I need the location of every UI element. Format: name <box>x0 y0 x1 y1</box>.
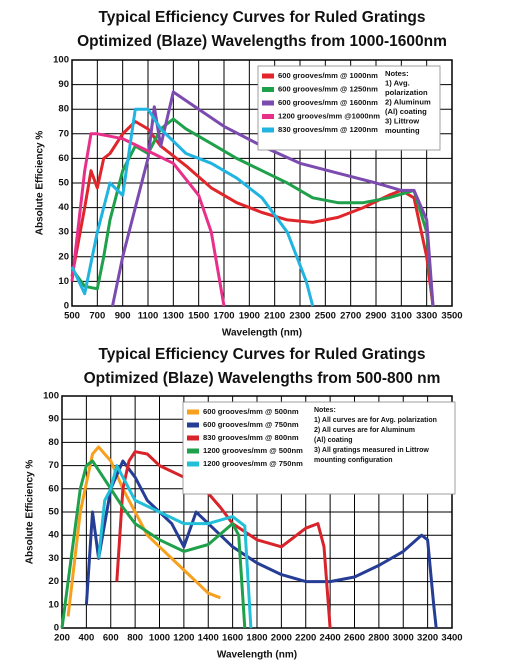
note: 1) All curves are for Avg. polarization <box>314 417 437 424</box>
x-tick-label: 1600 <box>222 633 243 644</box>
note: mounting configuration <box>314 457 393 464</box>
series-line <box>60 459 247 629</box>
series-line <box>115 450 332 629</box>
y-tick-label: 60 <box>48 483 59 494</box>
note: 2) All curves are for Aluminum <box>314 427 415 434</box>
series-line <box>70 120 435 307</box>
legend-label: 600 grooves/mm @ 1000nm <box>278 71 378 80</box>
y-tick-label: 30 <box>58 227 69 238</box>
legend-box <box>257 65 441 151</box>
x-axis-title: Wavelength (nm) <box>217 650 297 661</box>
x-tick-label: 500 <box>64 311 80 322</box>
note: 3) Littrow <box>385 117 419 126</box>
x-axis-title: Wavelength (nm) <box>222 328 302 339</box>
x-tick-label: 3100 <box>391 311 412 322</box>
x-tick-label: 2400 <box>320 633 341 644</box>
chart-subtitle: Optimized (Blaze) Wavelengths from 500-8… <box>84 370 441 387</box>
y-tick-label: 90 <box>48 414 59 425</box>
x-tick-label: 1900 <box>239 311 260 322</box>
x-tick-label: 1500 <box>188 311 209 322</box>
legend-label: 830 grooves/mm @ 1200nm <box>278 125 378 134</box>
y-tick-label: 10 <box>48 599 59 610</box>
x-tick-label: 2600 <box>344 633 365 644</box>
note: 3) All gratings measured in Littrow <box>314 447 429 454</box>
series-line <box>97 464 253 629</box>
y-tick-label: 40 <box>48 530 59 541</box>
y-tick-label: 50 <box>48 507 59 518</box>
x-tick-label: 1100 <box>138 311 159 322</box>
x-tick-label: 1000 <box>149 633 170 644</box>
series-line <box>111 90 435 307</box>
y-tick-label: 10 <box>58 276 69 287</box>
y-tick-label: 90 <box>58 79 69 90</box>
x-tick-label: 2300 <box>289 311 310 322</box>
note: Notes: <box>385 69 409 78</box>
note: (Al) coating <box>385 107 427 116</box>
legend-label: 1200 grooves/mm @ 500nm <box>203 446 303 455</box>
x-tick-label: 3200 <box>417 633 438 644</box>
x-tick-label: 3400 <box>441 633 462 644</box>
x-tick-label: 700 <box>89 311 105 322</box>
y-tick-label: 40 <box>58 202 69 213</box>
x-tick-label: 1700 <box>213 311 234 322</box>
series-line <box>70 117 435 307</box>
x-tick-label: 1400 <box>198 633 219 644</box>
note: Notes: <box>314 407 336 414</box>
chart-subtitle: Optimized (Blaze) Wavelengths from 1000-… <box>77 33 447 50</box>
legend-label: 1200 grooves/mm @1000nm <box>278 112 380 121</box>
x-tick-label: 900 <box>115 311 131 322</box>
note: 1) Avg. <box>385 79 410 88</box>
y-tick-label: 80 <box>58 104 69 115</box>
y-tick-label: 80 <box>48 437 59 448</box>
note: mounting <box>385 126 420 135</box>
y-tick-label: 20 <box>48 576 59 587</box>
x-tick-label: 2000 <box>271 633 292 644</box>
x-tick-label: 2700 <box>340 311 361 322</box>
x-tick-label: 3000 <box>393 633 414 644</box>
chart-title: Typical Efficiency Curves for Ruled Grat… <box>98 346 425 363</box>
legend-label: 600 grooves/mm @ 1600nm <box>278 98 378 107</box>
legend-box <box>182 401 456 495</box>
y-tick-label: 0 <box>64 301 69 312</box>
x-tick-label: 2500 <box>315 311 336 322</box>
y-tick-label: 100 <box>53 55 69 66</box>
x-tick-label: 1800 <box>246 633 267 644</box>
y-tick-label: 20 <box>58 251 69 262</box>
y-tick-label: 70 <box>48 460 59 471</box>
legend-label: 600 grooves/mm @ 500nm <box>203 407 299 416</box>
note: polarization <box>385 88 428 97</box>
legend-label: 1200 grooves/mm @ 750nm <box>203 459 303 468</box>
x-tick-label: 2100 <box>264 311 285 322</box>
y-tick-label: 50 <box>58 178 69 189</box>
legend-label: 600 grooves/mm @ 750nm <box>203 420 299 429</box>
y-axis-title: Absolute Efficiency % <box>25 460 36 565</box>
y-tick-label: 70 <box>58 128 69 139</box>
note: (Al) coating <box>314 437 353 444</box>
series-line <box>66 445 221 617</box>
y-tick-label: 60 <box>58 153 69 164</box>
x-tick-label: 2800 <box>368 633 389 644</box>
legend-label: 830 grooves/mm @ 800nm <box>203 433 299 442</box>
x-tick-label: 200 <box>54 633 70 644</box>
chart-title: Typical Efficiency Curves for Ruled Grat… <box>98 9 425 26</box>
y-tick-label: 30 <box>48 553 59 564</box>
x-tick-label: 400 <box>78 633 94 644</box>
series-line <box>70 107 315 307</box>
x-tick-label: 800 <box>127 633 143 644</box>
y-axis-title: Absolute Efficiency % <box>35 131 46 236</box>
y-tick-label: 100 <box>43 391 59 402</box>
y-tick-label: 0 <box>54 623 59 634</box>
x-tick-label: 1300 <box>163 311 184 322</box>
series-line <box>70 132 226 307</box>
x-tick-label: 2900 <box>365 311 386 322</box>
x-tick-label: 2200 <box>295 633 316 644</box>
legend-label: 600 grooves/mm @ 1250nm <box>278 85 378 94</box>
x-tick-label: 3500 <box>441 311 462 322</box>
x-tick-label: 1200 <box>173 633 194 644</box>
note: 2) Aluminum <box>385 98 431 107</box>
x-tick-label: 600 <box>103 633 119 644</box>
x-tick-label: 3300 <box>416 311 437 322</box>
